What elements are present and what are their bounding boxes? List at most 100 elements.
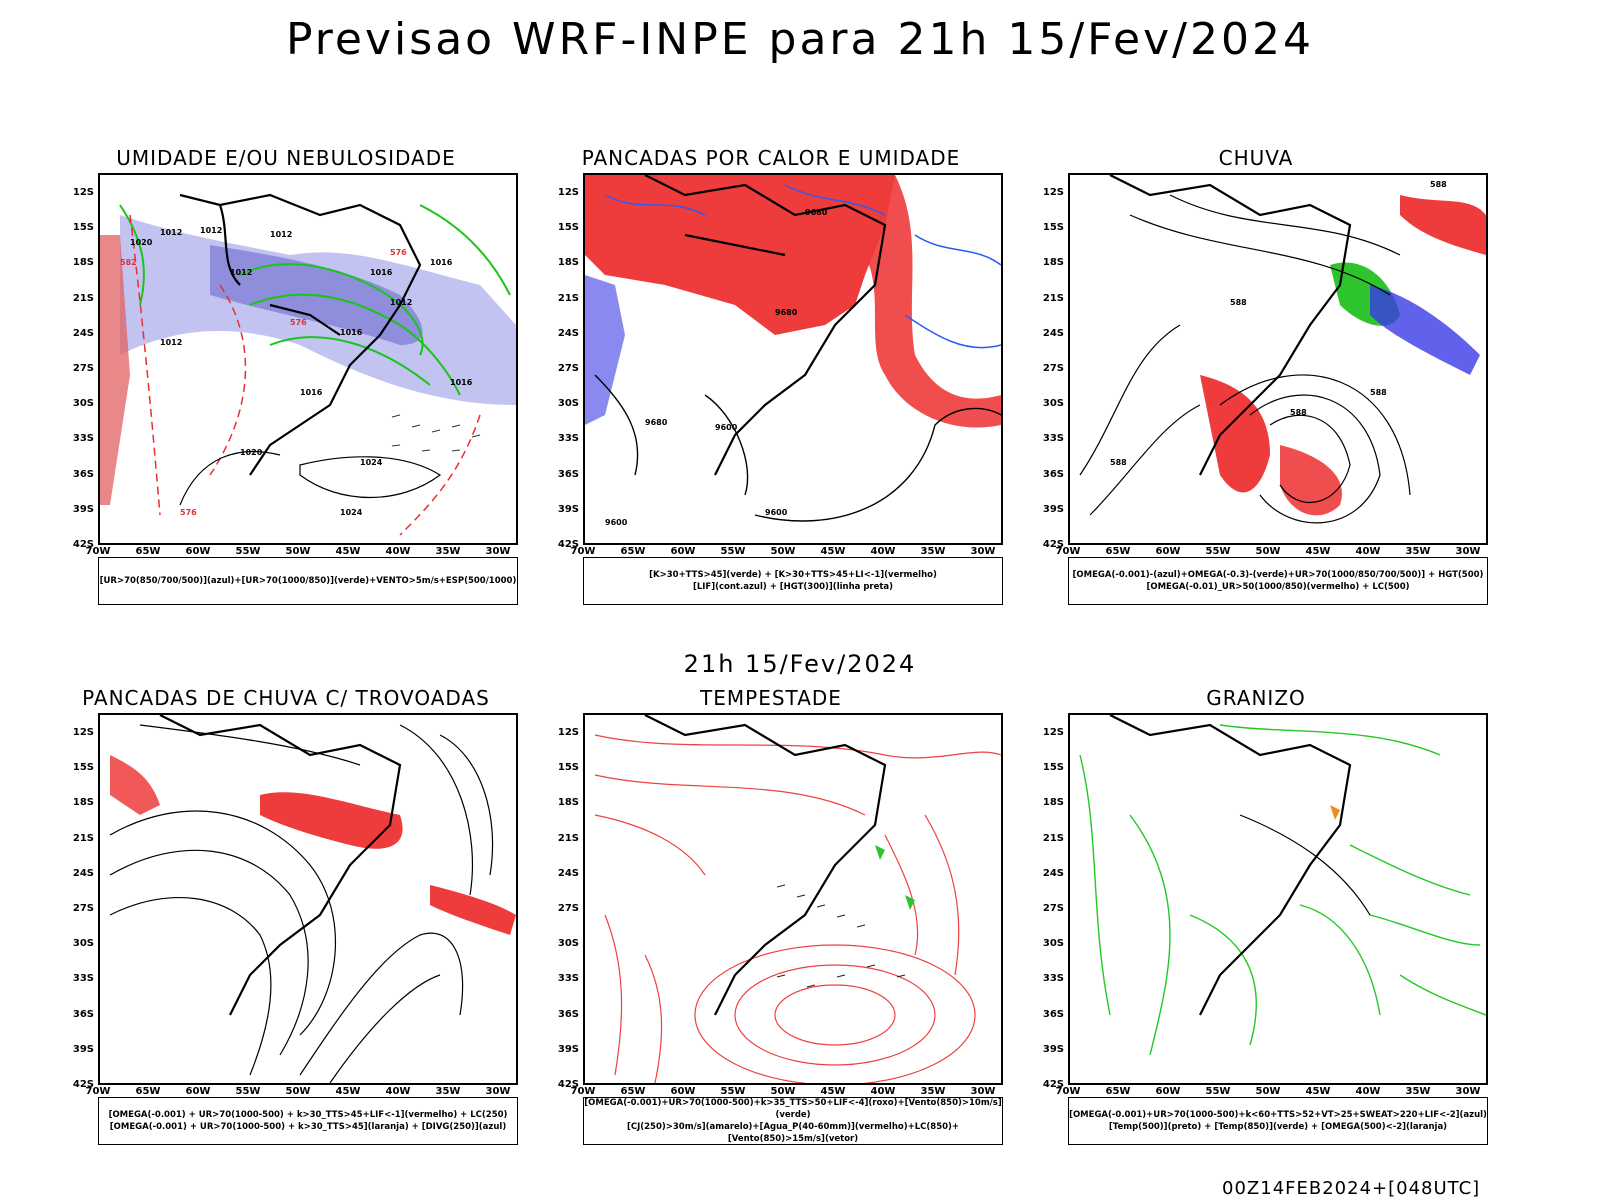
- lat-tick-label: 12S: [1042, 187, 1064, 198]
- lat-tick-label: 42S: [72, 1079, 94, 1090]
- lat-tick-label: 30S: [1042, 398, 1064, 410]
- lat-tick-label: 33S: [1042, 973, 1064, 985]
- panel-title: TEMPESTADE: [700, 686, 842, 710]
- map-tempestade: [583, 713, 1003, 1085]
- lon-tick-label: 50W: [285, 546, 311, 557]
- lon-tick-label: 30W: [970, 1086, 996, 1097]
- lat-tick-label: 24S: [557, 327, 579, 339]
- lat-tick-label: 18S: [1042, 797, 1064, 809]
- lat-tick-label: 36S: [557, 1008, 579, 1020]
- contour-label: 9600: [605, 518, 628, 527]
- lon-tick-label: 60W: [670, 1086, 696, 1097]
- lat-tick-label: 18S: [557, 257, 579, 269]
- lon-tick-label: 35W: [435, 546, 461, 557]
- contour-label: 1012: [270, 230, 292, 239]
- lon-tick-label: 65W: [135, 546, 161, 557]
- lat-tick-label: 30S: [557, 398, 579, 410]
- run-footer: 00Z14FEB2024+[048UTC]: [1222, 1178, 1481, 1199]
- contour-label: 1012: [160, 228, 182, 237]
- lon-tick-label: 40W: [1355, 546, 1381, 557]
- map-granizo: [1068, 713, 1488, 1085]
- contour-label: 576: [390, 248, 407, 257]
- contour-label: 1016: [370, 268, 393, 277]
- lon-tick-label: 60W: [670, 546, 696, 557]
- contour-label: 1024: [360, 458, 383, 467]
- lat-tick-label: 18S: [1042, 257, 1064, 269]
- lat-tick-label: 24S: [557, 867, 579, 879]
- lat-tick-label: 18S: [557, 797, 579, 809]
- map-chuva: 588 588 588 588 588: [1068, 173, 1488, 545]
- lat-tick-label: 33S: [557, 433, 579, 445]
- lon-tick-label: 35W: [435, 1086, 461, 1097]
- contour-label: 582: [120, 258, 137, 267]
- contour-label: 1016: [340, 328, 363, 337]
- map-pancadas-trovoadas: [98, 713, 518, 1085]
- contour-label: 1020: [240, 448, 263, 457]
- lat-tick-label: 36S: [557, 468, 579, 480]
- contour-label: 588: [1290, 408, 1307, 417]
- panel-granizo: GRANIZO [OMEGA(-0.001)+UR>70(1000-500): [1026, 686, 1488, 1166]
- legend-line: [CJ(250)>30m/s](amarelo)+[Agua_P(40-60mm…: [626, 1122, 960, 1144]
- lat-tick-label: 27S: [72, 903, 94, 914]
- lon-tick-label: 70W: [1055, 546, 1081, 557]
- contour-label: 588: [1230, 298, 1247, 307]
- lat-tick-label: 39S: [557, 1043, 579, 1055]
- lat-tick-label: 36S: [72, 468, 94, 480]
- lat-tick-label: 12S: [72, 187, 94, 198]
- lon-tick-label: 30W: [1455, 546, 1481, 557]
- lat-tick-label: 21S: [72, 292, 94, 304]
- lon-tick-label: 55W: [720, 546, 746, 557]
- lat-tick-label: 27S: [72, 363, 94, 374]
- contour-label: 1012: [200, 226, 222, 235]
- lon-tick-label: 55W: [235, 1086, 261, 1097]
- lon-tick-label: 45W: [820, 1086, 846, 1097]
- lat-tick-label: 27S: [1042, 903, 1064, 914]
- lon-tick-label: 35W: [1405, 546, 1431, 557]
- contour-label: 588: [1110, 458, 1127, 467]
- map-tempestade-svg: [594, 715, 1001, 1083]
- lat-tick-label: 39S: [557, 503, 579, 515]
- legend-line: [OMEGA(-0.001)-(azul)+OMEGA(-0.3)-(verde…: [1072, 570, 1484, 580]
- contour-label: 1012: [160, 338, 182, 347]
- map-pancadas-calor-svg: 9680 9680 9680 9600 9600 9600: [585, 175, 1001, 527]
- lon-tick-label: 60W: [1155, 546, 1181, 557]
- lat-tick-label: 39S: [1042, 503, 1064, 515]
- legend-line: [OMEGA(-0.01)_UR>50(1000/850)(vermelho) …: [1146, 582, 1410, 592]
- legend-line: [OMEGA(-0.001)+UR>70(1000-500)+k<60+TTS>…: [1069, 1110, 1487, 1120]
- lon-tick-label: 35W: [1405, 1086, 1431, 1097]
- lon-tick-label: 30W: [970, 546, 996, 557]
- lat-tick-label: 21S: [1042, 292, 1064, 304]
- panel-pancadas-calor: PANCADAS POR CALOR E UMIDADE 9680 9680 968…: [541, 146, 1003, 626]
- lon-tick-label: 60W: [185, 546, 211, 557]
- panel-legend: [OMEGA(-0.001) + UR>70(1000-500) + k>30_…: [98, 1097, 518, 1145]
- lat-tick-label: 24S: [72, 867, 94, 879]
- mid-timestamp: 21h 15/Fev/2024: [683, 650, 917, 678]
- contour-label: 1012: [390, 298, 412, 307]
- panel-legend: [OMEGA(-0.001)+UR>70(1000-500)+k<60+TTS>…: [1068, 1097, 1488, 1145]
- contour-label: 1020: [130, 238, 153, 247]
- map-pancadas-trovoadas-svg: [109, 715, 516, 1083]
- lon-tick-label: 60W: [1155, 1086, 1181, 1097]
- lat-tick-label: 39S: [1042, 1043, 1064, 1055]
- lat-tick-label: 21S: [1042, 832, 1064, 844]
- map-chuva-svg: 588 588 588 588 588: [1079, 175, 1486, 524]
- lon-tick-label: 40W: [385, 546, 411, 557]
- main-title: Previsao WRF-INPE para 21h 15/Fev/2024: [286, 14, 1314, 65]
- lat-tick-label: 12S: [72, 727, 94, 738]
- lon-tick-label: 55W: [720, 1086, 746, 1097]
- lat-tick-label: 15S: [1042, 222, 1064, 234]
- lon-tick-label: 70W: [570, 546, 596, 557]
- lon-tick-label: 50W: [770, 546, 796, 557]
- map-pancadas-calor: 9680 9680 9680 9600 9600 9600: [583, 173, 1003, 545]
- lat-tick-label: 15S: [1042, 762, 1064, 774]
- panel-pancadas-trovoadas: PANCADAS DE CHUVA C/ TROVOADAS [OMEGA(-0…: [56, 686, 518, 1166]
- panel-tempestade: TEMPESTADE [OMEGA(-0: [541, 686, 1003, 1166]
- lat-tick-label: 21S: [557, 832, 579, 844]
- contour-label: 1012: [230, 268, 252, 277]
- lat-tick-label: 21S: [557, 292, 579, 304]
- lat-tick-label: 15S: [72, 222, 94, 234]
- lon-tick-label: 65W: [1105, 546, 1131, 557]
- legend-line: [UR>70(850/700/500)](azul)+[UR>70(1000/8…: [99, 576, 517, 586]
- lon-tick-label: 45W: [335, 546, 361, 557]
- contour-label: 1024: [340, 508, 363, 517]
